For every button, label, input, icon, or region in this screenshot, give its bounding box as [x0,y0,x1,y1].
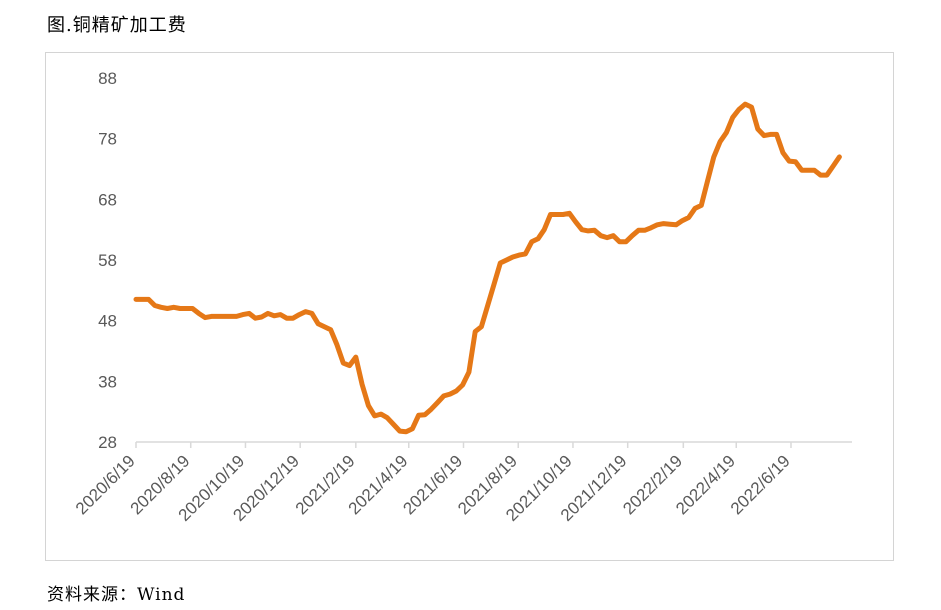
y-tick-label: 58 [98,251,117,270]
y-tick-label: 38 [98,372,117,391]
source-note: 资料来源：Wind [47,585,186,605]
y-tick-label: 28 [98,433,117,452]
y-axis: 28 38 48 58 68 78 88 [98,69,117,452]
y-tick-label: 48 [98,312,117,331]
y-tick-label: 88 [98,69,117,88]
series-line [133,101,842,435]
figure-title: 图.铜精矿加工费 [47,15,187,36]
y-tick-label: 68 [98,190,117,209]
chart-frame [45,52,894,561]
plot-area [133,101,842,435]
x-axis: 2020/6/192020/8/192020/10/192020/12/1920… [72,441,852,525]
x-tick-label: 2022/6/19 [727,451,794,518]
y-tick-label: 78 [98,130,117,149]
